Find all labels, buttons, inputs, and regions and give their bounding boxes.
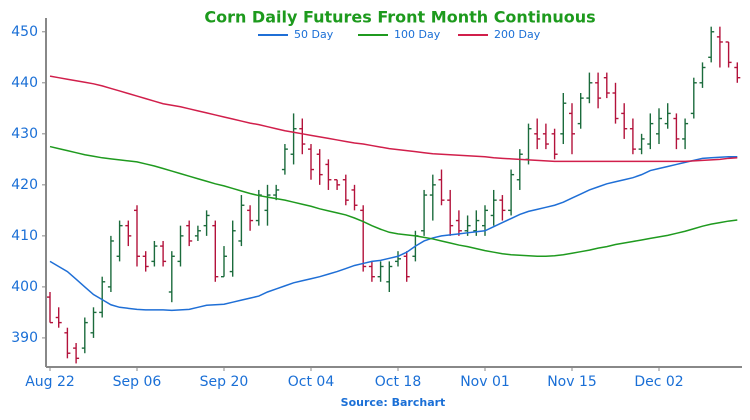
x-tick-label: Dec 02 [634,374,683,390]
moving-average [49,156,738,312]
y-tick-label: 430 [11,126,38,142]
legend-label: 50 Day [294,28,334,41]
y-tick-label: 440 [11,75,38,91]
x-tick-label: Nov 15 [547,374,597,390]
legend-label: 200 Day [494,28,541,41]
x-tick-label: Oct 04 [288,374,335,390]
y-tick-label: 390 [11,330,38,346]
chart-title: Corn Daily Futures Front Month Continuou… [204,8,595,27]
y-tick-label: 450 [11,24,38,40]
y-tick-label: 400 [11,279,38,295]
source: Source: Barchart [341,396,446,409]
x-tick-label: Oct 18 [375,374,421,390]
y-tick-label: 420 [11,177,38,193]
x-tick-label: Nov 01 [460,374,510,390]
moving-average [49,145,738,258]
y-tick-label: 410 [11,228,38,244]
legend-label: 100 Day [394,28,441,41]
x-tick-label: Sep 06 [113,374,162,390]
x-tick-label: Aug 22 [25,374,75,390]
x-tick-label: Sep 20 [200,374,249,390]
moving-average [49,75,738,163]
